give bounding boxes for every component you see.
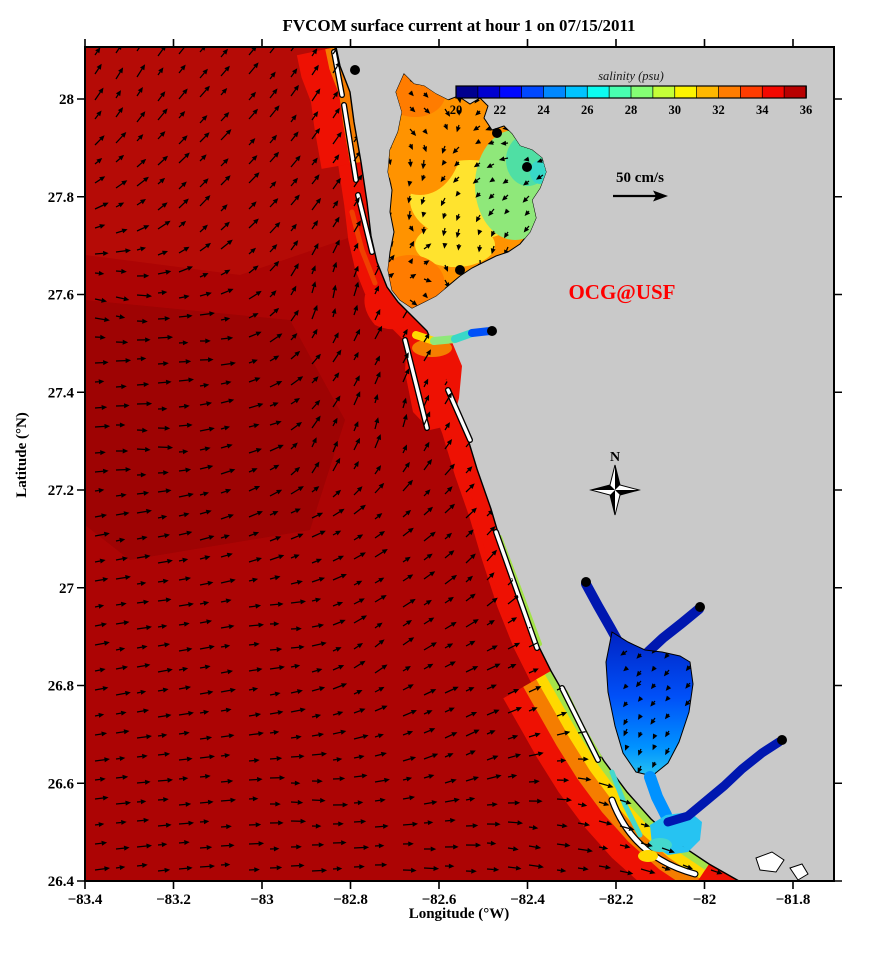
colorbar-segment [565, 85, 589, 99]
tampa-lower-yellow [415, 223, 495, 267]
colorbar-tick-label: 20 [450, 103, 463, 117]
colorbar-segment [696, 85, 720, 99]
colorbar-segment [608, 85, 632, 99]
colorbar-segment [521, 85, 545, 99]
station-dot [487, 326, 497, 336]
y-tick-label: 27.8 [48, 190, 74, 206]
station-dot [350, 65, 360, 75]
y-tick-label: 26.6 [48, 776, 75, 792]
station-dot [695, 602, 705, 612]
y-tick-label: 27.6 [48, 288, 75, 304]
sanibel-island [609, 797, 698, 877]
colorbar-segment [761, 85, 785, 99]
station-dot [492, 128, 502, 138]
small-islands [755, 851, 809, 881]
colorbar-segment [455, 85, 479, 99]
barrier-island [332, 50, 344, 97]
x-tick-label: −82 [693, 892, 717, 908]
colorbar-tick-label: 22 [494, 103, 507, 117]
x-tick-label: −82.2 [599, 892, 634, 908]
colorbar-segment [477, 85, 501, 99]
tampa-mouth-red-patch [364, 292, 425, 330]
plot-title: FVCOM surface current at hour 1 on 07/15… [282, 16, 635, 35]
scale-arrow-legend: 50 cm/s [613, 170, 668, 202]
x-tick-label: −82.4 [510, 892, 545, 908]
peace-river [643, 604, 704, 657]
barrier-island [342, 103, 358, 182]
colorbar-frame [455, 85, 807, 99]
station-dot [522, 162, 532, 172]
y-tick-label: 27.2 [48, 483, 74, 499]
y-tick-label: 26.8 [48, 679, 74, 695]
colorbar-segment [499, 85, 523, 99]
axis-ticks: −83.4 −83.2 −83 −82.8 −82.6 −82.4 −82.2 −82 −81.… [48, 39, 842, 908]
estuary-mouth-yellow [638, 850, 658, 862]
caloosahatchee-river [663, 737, 784, 827]
charlotte-harbor [581, 579, 784, 862]
compass-star-shading [591, 465, 639, 515]
x-tick-label: −83.2 [156, 892, 191, 908]
compass-rose: N [589, 450, 641, 516]
x-tick-label: −81.8 [776, 892, 811, 908]
tick-marks [77, 39, 842, 889]
island [755, 851, 785, 873]
scale-arrow-head [653, 190, 668, 202]
credit-text: OCG@USF [568, 280, 675, 304]
colorbar-segment [740, 85, 764, 99]
island [789, 863, 809, 881]
colorbar-tick-label: 30 [669, 103, 682, 117]
charlotte-harbor-body [605, 631, 694, 777]
colorbar-tick-label: 24 [537, 103, 550, 117]
y-axis-label: Latitude (°N) [14, 412, 30, 498]
colorbar-tick-labels: 20 22 24 26 28 30 32 34 36 [450, 103, 813, 117]
colorbar-segment [543, 85, 567, 99]
barrier-islands [331, 49, 699, 878]
y-tick-label: 26.4 [48, 874, 75, 890]
scale-arrow-label: 50 cm/s [616, 170, 664, 186]
colorbar-tick-label: 34 [756, 103, 769, 117]
colorbar-tick-label: 28 [625, 103, 638, 117]
y-tick-label: 28 [59, 92, 74, 108]
boca-grande-pass [644, 771, 672, 821]
barrier-island [446, 388, 472, 442]
plot-frame [84, 46, 835, 882]
station-dot [777, 735, 787, 745]
manatee-blue-reach [468, 327, 494, 337]
y-tick-label: 27 [59, 581, 75, 597]
boca-ciega-lagoon [349, 209, 378, 286]
manatee-river [412, 327, 494, 345]
map-plot: −83.4 −83.2 −83 −82.8 −82.6 −82.4 −82.2 −82 −81.… [48, 39, 842, 908]
colorbar-segment [630, 85, 654, 99]
arrow-heads [388, 74, 546, 308]
colorbar-segment [652, 85, 676, 99]
station-dot [581, 577, 591, 587]
colorbar-segments [455, 85, 807, 99]
x-tick-label: −82.6 [422, 892, 457, 908]
station-dots [350, 65, 787, 745]
colorbar-tick-label: 32 [712, 103, 725, 117]
pine-island-sound [609, 769, 643, 838]
colorbar-tick-label: 26 [581, 103, 594, 117]
x-tick-label: −82.8 [333, 892, 368, 908]
colorbar-label: salinity (psu) [598, 69, 664, 83]
y-tick-label: 27.4 [48, 385, 75, 401]
barrier-island [560, 686, 600, 762]
x-tick-label: −83 [250, 892, 274, 908]
san-carlos-cyan [648, 838, 672, 852]
barrier-island [356, 193, 374, 254]
colorbar-segment [783, 85, 807, 99]
colorbar-segment [586, 85, 610, 99]
colorbar-tick-label: 36 [800, 103, 813, 117]
colorbar: salinity (psu) 20 22 24 26 28 30 32 34 36 [450, 69, 813, 117]
x-tick-label: −83.4 [68, 892, 103, 908]
colorbar-segment [718, 85, 742, 99]
x-axis-label: Longitude (°W) [409, 906, 510, 922]
barrier-island [494, 530, 539, 650]
gulf-dark-patch [85, 300, 345, 560]
compass-north-label: N [610, 450, 620, 465]
barrier-island [403, 338, 429, 430]
colorbar-segment [674, 85, 698, 99]
